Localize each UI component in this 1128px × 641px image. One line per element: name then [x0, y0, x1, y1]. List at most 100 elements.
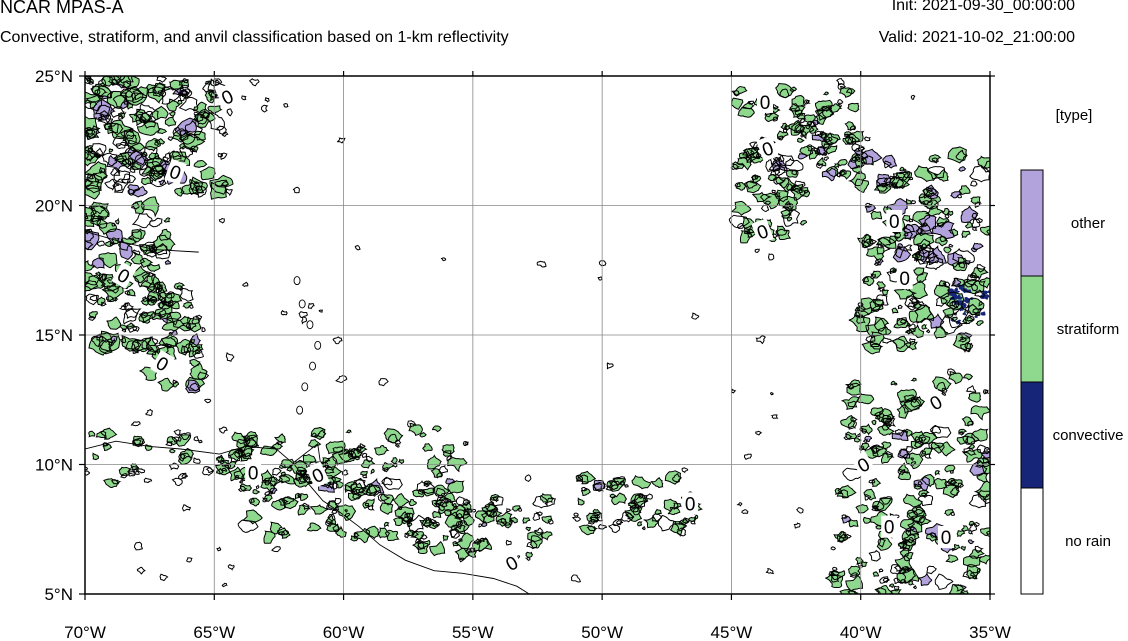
- reflectivity-contour: [182, 77, 189, 84]
- svg-text:0: 0: [760, 93, 771, 114]
- reflectivity-contour: [311, 432, 317, 438]
- precip-cell: [877, 537, 892, 551]
- coastline-island: [309, 361, 316, 371]
- reflectivity-contour: [480, 521, 488, 527]
- reflectivity-contour: [952, 247, 975, 265]
- reflectivity-contour: [918, 489, 930, 498]
- reflectivity-contour: [280, 496, 299, 510]
- reflectivity-contour: [847, 565, 861, 576]
- reflectivity-contour: [836, 534, 844, 543]
- reflectivity-contour: [905, 445, 913, 453]
- precip-cell: [933, 478, 947, 489]
- reflectivity-contour: [438, 495, 447, 502]
- reflectivity-contour: [318, 309, 323, 313]
- reflectivity-contour: [381, 476, 403, 490]
- reflectivity-contour: [131, 339, 148, 353]
- precip-cell: [526, 552, 533, 558]
- reflectivity-contour: [897, 541, 905, 548]
- reflectivity-contour: [114, 217, 120, 225]
- reflectivity-contour: [968, 530, 974, 535]
- reflectivity-contour: [196, 345, 201, 350]
- reflectivity-contour: [612, 518, 622, 527]
- reflectivity-contour: [796, 137, 805, 143]
- reflectivity-contour: [325, 520, 333, 527]
- reflectivity-contour: [264, 97, 270, 103]
- reflectivity-contour: [672, 502, 682, 511]
- reflectivity-contour: [791, 169, 798, 176]
- reflectivity-contour: [889, 583, 894, 588]
- reflectivity-contour: [217, 152, 224, 158]
- reflectivity-contour: [926, 186, 933, 194]
- reflectivity-contour: [478, 523, 483, 528]
- reflectivity-contour: [137, 120, 161, 136]
- reflectivity-contour: [381, 477, 393, 486]
- reflectivity-contour: [220, 181, 229, 187]
- reflectivity-contour: [865, 334, 876, 343]
- reflectivity-contour: [130, 421, 141, 427]
- reflectivity-contour: [854, 178, 870, 193]
- reflectivity-contour: [676, 528, 687, 537]
- reflectivity-contour: [631, 474, 652, 490]
- reflectivity-contour: [947, 228, 959, 237]
- reflectivity-contour: [411, 531, 419, 538]
- reflectivity-contour: [138, 313, 152, 324]
- reflectivity-contour: [124, 290, 131, 296]
- precip-cell: [878, 326, 891, 335]
- reflectivity-contour: [163, 217, 171, 223]
- coastline-island: [293, 276, 301, 286]
- reflectivity-contour: [619, 480, 626, 486]
- svg-text:0: 0: [884, 518, 895, 539]
- contour-label: 0: [756, 135, 779, 162]
- precip-cell: [240, 483, 252, 492]
- reflectivity-contour: [845, 88, 856, 95]
- reflectivity-contour: [776, 228, 792, 241]
- reflectivity-contour: [911, 298, 919, 303]
- reflectivity-contour: [775, 225, 788, 237]
- reflectivity-contour: [772, 233, 779, 239]
- reflectivity-contour: [877, 237, 891, 248]
- reflectivity-contour: [936, 222, 944, 228]
- reflectivity-contour: [774, 169, 781, 176]
- lon-tick-label: 40°W: [840, 623, 882, 641]
- reflectivity-contour: [132, 469, 138, 474]
- reflectivity-contour: [947, 368, 957, 376]
- reflectivity-contour: [743, 230, 751, 236]
- reflectivity-contour: [94, 88, 109, 97]
- reflectivity-contour: [654, 508, 662, 515]
- reflectivity-contour: [963, 277, 978, 288]
- reflectivity-contour: [189, 181, 203, 192]
- reflectivity-contour: [360, 470, 368, 476]
- contour-label: 0: [881, 515, 898, 539]
- reflectivity-contour: [789, 103, 800, 112]
- reflectivity-contour: [447, 480, 465, 494]
- reflectivity-contour: [616, 519, 624, 526]
- reflectivity-contour: [571, 516, 581, 522]
- legend-label-other: other: [1071, 215, 1105, 232]
- reflectivity-contour: [836, 78, 845, 86]
- reflectivity-contour: [587, 519, 596, 525]
- reflectivity-contour: [276, 441, 283, 446]
- reflectivity-contour: [643, 514, 659, 529]
- reflectivity-contour: [504, 522, 512, 529]
- reflectivity-contour: [462, 498, 471, 506]
- precip-cell: [194, 131, 206, 140]
- reflectivity-contour: [849, 125, 857, 132]
- reflectivity-contour: [970, 283, 978, 292]
- reflectivity-contour: [921, 450, 927, 455]
- reflectivity-contour: [948, 371, 963, 385]
- reflectivity-contour: [85, 125, 101, 141]
- reflectivity-contour: [327, 513, 336, 522]
- reflectivity-contour: [298, 493, 309, 501]
- reflectivity-contour: [921, 473, 936, 488]
- reflectivity-contour: [903, 398, 923, 412]
- reflectivity-contour: [967, 539, 975, 545]
- reflectivity-contour: [105, 118, 114, 125]
- reflectivity-contour: [902, 567, 920, 584]
- precip-cell: [826, 145, 837, 154]
- reflectivity-contour: [921, 323, 929, 330]
- reflectivity-contour: [345, 429, 352, 434]
- reflectivity-contour: [734, 182, 741, 188]
- reflectivity-contour: [968, 520, 975, 527]
- reflectivity-contour: [844, 533, 852, 539]
- precip-cell: [119, 467, 130, 476]
